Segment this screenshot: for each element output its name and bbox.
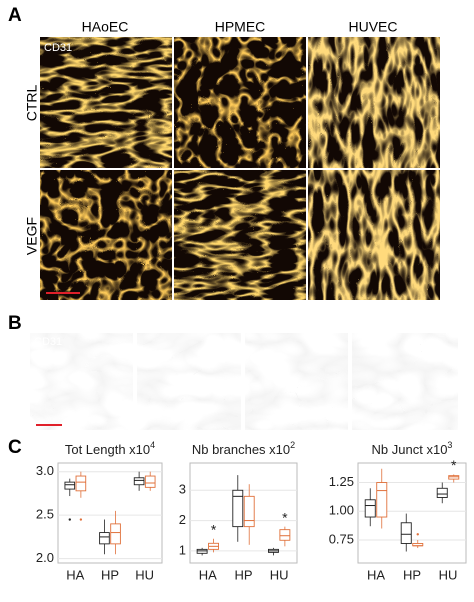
title-exponent: 2 — [290, 440, 295, 450]
box — [279, 529, 291, 541]
outlier — [79, 518, 83, 521]
x-tick-label: HP — [101, 567, 119, 582]
row-label: VEGF — [24, 217, 40, 255]
chart-title: Tot Length x104 — [65, 440, 155, 457]
plot-area — [57, 462, 163, 564]
x-tick-label: HA — [367, 567, 385, 582]
panel-label: C — [8, 437, 22, 458]
y-tick-label: 2 — [179, 512, 186, 527]
y-tick-label: 2.0 — [36, 550, 54, 565]
box — [144, 475, 156, 488]
title-text: Tot Length x10 — [65, 442, 150, 457]
x-tick-label: HU — [270, 567, 289, 582]
column-label: HPMEC — [215, 19, 266, 35]
title-text: Nb Junct x10 — [372, 442, 448, 457]
column-label: HUVEC — [348, 19, 397, 35]
box — [232, 489, 244, 528]
box — [75, 475, 87, 492]
chart-title: Nb branches x102 — [192, 440, 295, 457]
plot-area — [189, 462, 298, 564]
significance: * — [451, 457, 457, 473]
y-tick-label: 3.0 — [36, 463, 54, 478]
y-tick-label: 1.25 — [329, 474, 354, 489]
y-tick-label: 1 — [179, 542, 186, 557]
title-text: Nb branches x10 — [192, 442, 290, 457]
panel-label: B — [8, 313, 22, 334]
panel-label: A — [8, 5, 22, 26]
box — [364, 499, 376, 518]
y-tick-label: 0.75 — [329, 531, 354, 546]
x-tick-label: HA — [199, 567, 217, 582]
stain-label: CD31 — [44, 42, 72, 54]
x-tick-label: HP — [234, 567, 252, 582]
box — [448, 475, 460, 480]
chart-title: Nb Junct x103 — [372, 440, 453, 457]
box — [400, 522, 412, 544]
plot-area — [357, 462, 467, 564]
outlier — [416, 533, 419, 536]
box — [243, 495, 255, 528]
y-tick-label: 3 — [179, 482, 186, 497]
image-grid — [40, 37, 440, 300]
box — [64, 481, 76, 490]
column-label: HAoEC — [82, 19, 129, 35]
significance: * — [211, 521, 217, 537]
image-strip — [30, 333, 458, 430]
box — [110, 523, 121, 545]
y-tick-label: 1.00 — [329, 503, 354, 518]
x-tick-label: HU — [439, 567, 458, 582]
box — [99, 532, 110, 545]
box — [133, 477, 145, 486]
stain-label: CD31 — [34, 336, 62, 348]
row-label: CTRL — [24, 85, 40, 122]
x-tick-label: HP — [403, 567, 421, 582]
y-tick-label: 2.5 — [36, 507, 54, 522]
significance: * — [282, 509, 288, 525]
title-exponent: 4 — [150, 440, 155, 450]
x-tick-label: HA — [66, 567, 84, 582]
title-exponent: 3 — [447, 440, 452, 450]
x-tick-label: HU — [135, 567, 154, 582]
box — [376, 482, 388, 518]
outlier — [68, 518, 71, 521]
box — [436, 487, 448, 498]
